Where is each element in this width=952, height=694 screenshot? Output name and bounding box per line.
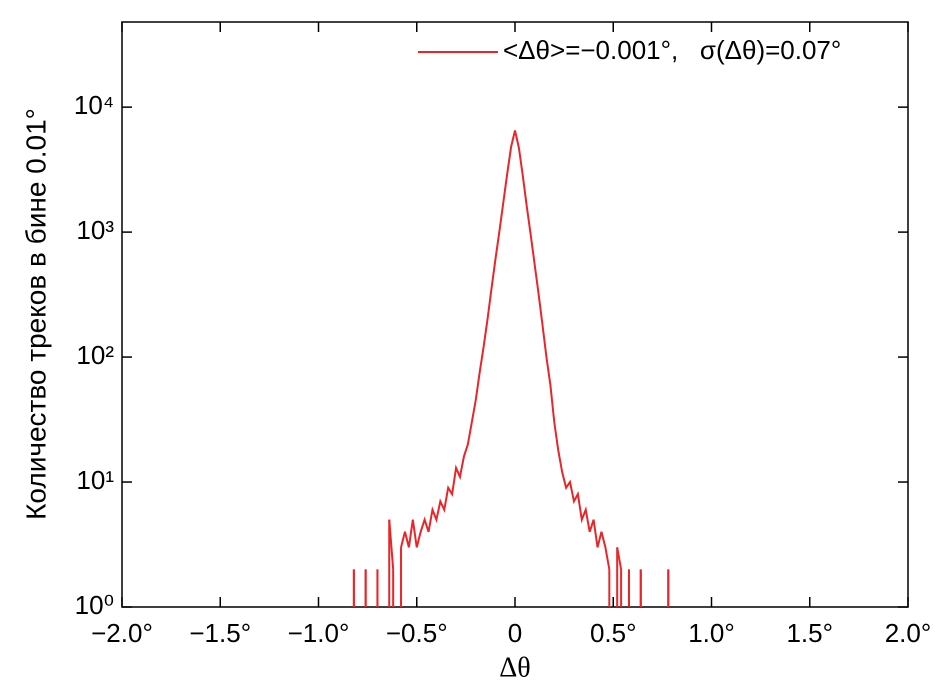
x-axis-label: Δθ [499, 652, 530, 683]
x-tick-label: −1.5° [189, 618, 251, 648]
y-axis-label: Количество треков в бине 0.01° [20, 108, 51, 520]
x-tick-label: 1.5° [786, 618, 833, 648]
x-tick-label: −0.5° [386, 618, 448, 648]
x-tick-label: 0.5° [590, 618, 637, 648]
y-tick-label: 10⁴ [74, 90, 114, 120]
data-line [400, 130, 611, 570]
x-tick-label: 1.0° [688, 618, 735, 648]
x-tick-label: 0 [508, 618, 522, 648]
x-tick-label: −2.0° [91, 618, 153, 648]
legend-label: <Δθ>=−0.001°, σ(Δθ)=0.07° [503, 35, 841, 65]
y-tick-label: 10⁰ [75, 590, 114, 620]
x-tick-label: −1.0° [288, 618, 350, 648]
x-tick-label: 2.0° [885, 618, 932, 648]
y-tick-label: 10³ [76, 215, 114, 245]
plot-frame [121, 21, 909, 608]
y-tick-label: 10¹ [76, 465, 114, 495]
y-tick-label: 10² [76, 340, 114, 370]
